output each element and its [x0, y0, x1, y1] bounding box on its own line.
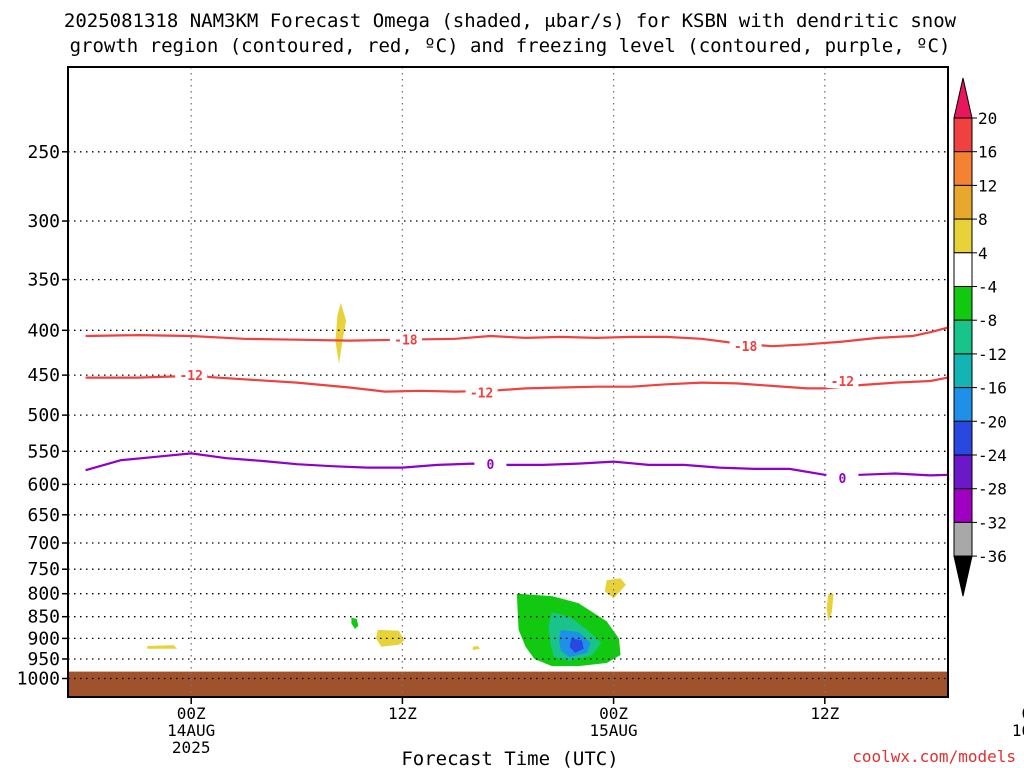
y-tick-label: 850 [27, 607, 60, 628]
credit-text: coolwx.com/models [852, 747, 1016, 766]
omega-region-2 [376, 629, 405, 647]
x-tick-label: 16AUG [1012, 721, 1024, 740]
y-tick-label: 450 [27, 365, 60, 386]
colorbar-segment [953, 353, 973, 389]
x-tick-label: 00Z [177, 704, 206, 723]
grid-lines [68, 67, 948, 697]
y-axis-ticks: 2503003504004505005506006507007508008509… [17, 142, 68, 690]
colorbar-label: -20 [978, 412, 1007, 431]
y-tick-label: 750 [27, 559, 60, 580]
contour-label: -12 [831, 375, 854, 390]
contour-label-bg [175, 367, 208, 383]
x-tick-label: 12Z [388, 704, 417, 723]
colorbar-top-arrow [953, 77, 973, 119]
y-tick-label: 1000 [17, 669, 60, 690]
x-tick-label: 2025 [172, 738, 211, 757]
y-tick-label: 500 [27, 405, 60, 426]
plot-frame [67, 66, 949, 698]
terrain-below-ground [68, 671, 948, 697]
colorbar-segment [953, 252, 973, 288]
x-tick-label: 15AUG [590, 721, 638, 740]
x-tick-label: 00Z [599, 704, 628, 723]
colorbar-segment [953, 387, 973, 422]
contour-label: -12 [179, 369, 202, 384]
plot-area [68, 67, 948, 697]
contour-label-bg [826, 470, 859, 485]
y-tick-label: 400 [27, 320, 60, 341]
colorbar-label: -16 [978, 379, 1007, 398]
x-tick-label: 14AUG [167, 721, 215, 740]
contour-label-bg [465, 384, 498, 400]
colorbar-segment [953, 521, 973, 557]
colorbar-segment [953, 218, 973, 254]
contour-label: 0 [486, 458, 494, 473]
x-axis-ticks: 00Z14AUG202512Z00Z15AUG12Z00Z16AUG [167, 697, 1024, 757]
omega-region-5 [826, 593, 834, 622]
y-tick-label: 600 [27, 474, 60, 495]
contour-label-bg [826, 373, 859, 388]
x-tick-label: 12Z [810, 704, 839, 723]
omega-region-3 [472, 646, 480, 651]
y-tick-label: 950 [27, 649, 60, 670]
y-tick-label: 550 [27, 441, 60, 462]
y-tick-label: 250 [27, 142, 60, 163]
contour-label-bg [474, 456, 507, 472]
colorbar-segment [953, 488, 973, 523]
contour-label: -18 [734, 340, 758, 355]
colorbar-label: -12 [978, 345, 1007, 364]
colorbar-segment [953, 420, 973, 456]
terrain-layer [68, 671, 948, 697]
colorbar-label: -28 [978, 480, 1007, 499]
colorbar-segment [953, 286, 973, 321]
colorbar: 20 16 12 8 4 -4 -8 -12 -16 -20 -24 -28 -32 -36 [953, 77, 1007, 597]
chart-title-line1: 2025081318 NAM3KM Forecast Omega (shaded… [64, 10, 957, 32]
x-axis-label: Forecast Time (UTC) [401, 748, 618, 768]
omega-region-1 [335, 302, 347, 364]
chart-title-line2: growth region (contoured, red, ºC) and f… [70, 35, 951, 57]
contour-label: -18 [394, 334, 418, 349]
colorbar-label: -4 [978, 278, 997, 297]
colorbar-segment [953, 151, 973, 186]
colorbar-label: -24 [978, 446, 1007, 465]
omega-region-11 [569, 638, 584, 653]
omega-region-7 [351, 617, 359, 629]
colorbar-label: 12 [978, 176, 997, 195]
colorbar-label: -36 [978, 547, 1007, 566]
colorbar-segment [953, 117, 973, 153]
colorbar-segment [953, 184, 973, 220]
x-tick-label: 00Z [1022, 704, 1024, 723]
y-tick-label: 300 [27, 211, 60, 232]
y-tick-label: 650 [27, 505, 60, 526]
colorbar-label: 8 [978, 210, 988, 229]
colorbar-bottom-arrow [953, 555, 973, 597]
omega-region-0 [147, 645, 178, 649]
contour-label-bg [729, 338, 762, 354]
colorbar-label: 4 [978, 244, 988, 263]
colorbar-label: 20 [978, 109, 997, 128]
contour-label-bg [389, 331, 422, 347]
colorbar-segment [953, 319, 973, 355]
colorbar-label: -8 [978, 311, 997, 330]
contour-label: -12 [470, 386, 493, 401]
omega-region-4 [604, 578, 626, 599]
y-tick-label: 700 [27, 533, 60, 554]
y-tick-label: 350 [27, 270, 60, 291]
contour-label: 0 [838, 472, 846, 487]
y-tick-label: 800 [27, 584, 60, 605]
colorbar-label: 16 [978, 143, 997, 162]
omega-shading [147, 302, 834, 667]
colorbar-segment [953, 454, 973, 490]
y-tick-label: 900 [27, 628, 60, 649]
colorbar-label: -32 [978, 513, 1007, 532]
